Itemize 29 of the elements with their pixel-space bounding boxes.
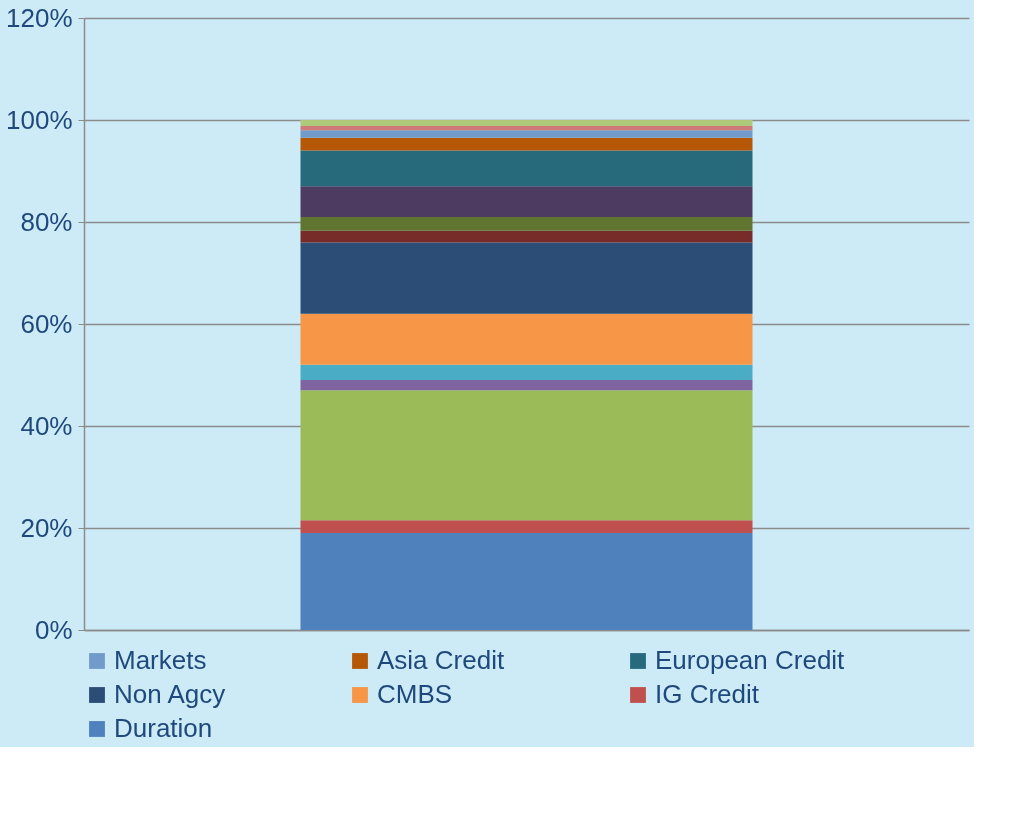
bar [300,520,753,534]
bar [300,230,753,243]
y-tick-label: 80% [20,206,73,237]
legend-label: Asia Credit [377,645,505,675]
legend-label: Duration [114,713,213,743]
bar [300,364,753,381]
bar [300,150,753,187]
bar [300,242,753,314]
legend-label: IG Credit [655,679,760,709]
bar [300,137,753,151]
y-tick-label: 20% [20,512,73,543]
y-tick-label: 40% [20,410,73,441]
y-tick-label: 100% [6,104,73,135]
bar [300,186,753,217]
bar [300,216,753,231]
bar [300,130,753,138]
y-tick-label: 0% [34,614,73,645]
legend-label: European Credit [655,645,846,675]
bar [300,380,753,391]
legend-label: CMBS [377,679,453,709]
legend-label: Markets [114,645,207,675]
bar [300,120,753,127]
legend-label: Non Agcy [114,679,226,709]
y-tick-label: 120% [6,2,73,33]
bar [300,313,753,365]
y-tick-label: 60% [20,308,73,339]
bar [300,126,753,131]
bar [300,533,753,630]
bar [300,390,753,521]
